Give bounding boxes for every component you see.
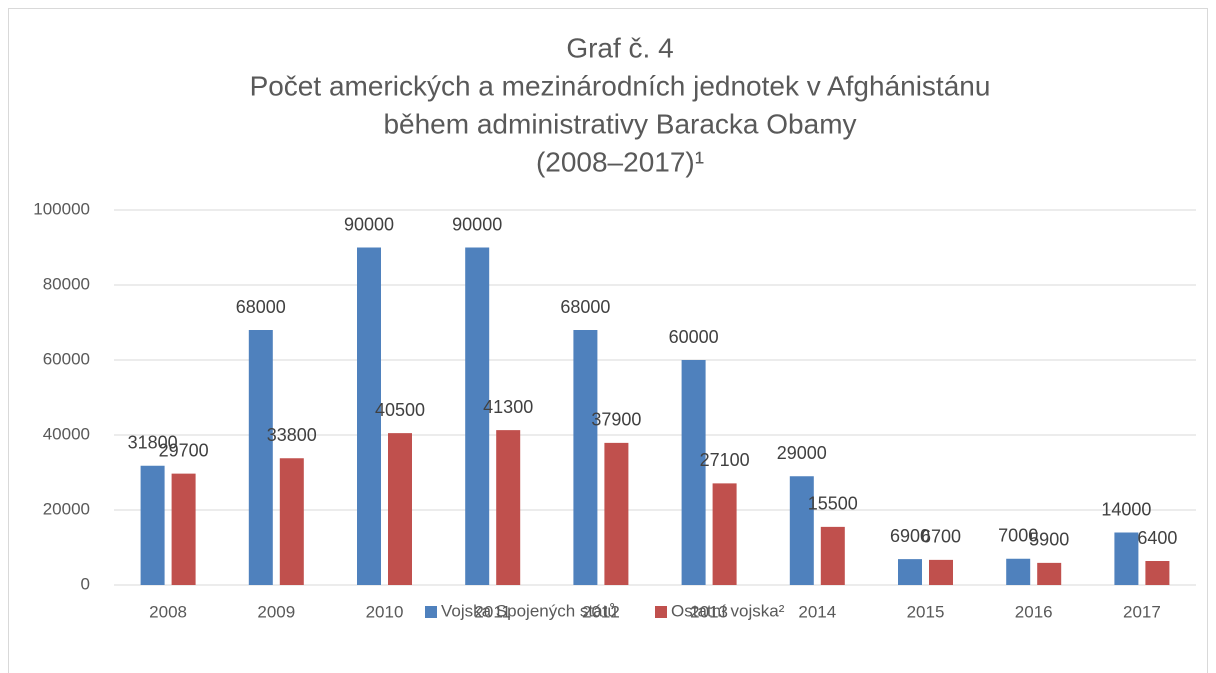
bar — [712, 483, 737, 585]
y-tick-label: 100000 — [33, 199, 90, 218]
x-tick-label: 2011 — [474, 602, 511, 621]
x-tick-label: 2015 — [907, 602, 945, 621]
legend-label: Vojska Spojených států — [441, 601, 617, 620]
x-tick-label: 2012 — [582, 602, 620, 621]
data-label: 41300 — [483, 397, 533, 417]
data-label: 37900 — [591, 410, 641, 430]
bar — [388, 433, 412, 585]
chart-frame — [8, 8, 1208, 673]
data-label: 15500 — [808, 494, 858, 514]
bar — [465, 247, 490, 585]
data-label: 29000 — [777, 443, 827, 463]
data-label: 90000 — [344, 214, 394, 234]
y-tick-label: 0 — [81, 574, 90, 593]
data-label: 6700 — [921, 527, 961, 547]
bar — [1037, 562, 1062, 585]
data-label: 6400 — [1137, 528, 1177, 548]
legend-swatch — [655, 606, 667, 618]
data-label: 31800 — [128, 433, 178, 453]
chart-title: během administrativy Baracka Obamy — [383, 108, 856, 139]
data-label: 90000 — [452, 214, 502, 234]
x-tick-label: 2009 — [257, 602, 295, 621]
x-tick-label: 2016 — [1015, 602, 1053, 621]
data-label: 40500 — [375, 400, 425, 420]
x-tick-label: 2014 — [798, 602, 836, 621]
bar — [604, 442, 629, 585]
chart-title: (2008–2017)¹ — [536, 146, 704, 177]
data-label: 7000 — [998, 526, 1038, 546]
data-label: 27100 — [700, 450, 750, 470]
bar — [1145, 561, 1170, 585]
x-tick-label: 2010 — [366, 602, 404, 621]
bar — [171, 473, 196, 585]
bar — [357, 247, 381, 585]
data-label: 33800 — [267, 425, 317, 445]
x-tick-label: 2017 — [1123, 602, 1161, 621]
data-label: 68000 — [236, 297, 286, 317]
data-label: 14000 — [1101, 499, 1151, 519]
bar — [573, 330, 598, 585]
y-tick-label: 80000 — [43, 274, 90, 293]
data-label: 29700 — [159, 440, 209, 460]
data-label: 6900 — [890, 526, 930, 546]
bar — [496, 430, 521, 585]
x-tick-label: 2013 — [690, 602, 728, 621]
bar — [898, 559, 922, 585]
bar — [140, 465, 165, 585]
chart-title: Graf č. 4 — [566, 32, 673, 63]
bar — [929, 559, 953, 585]
bar — [1114, 532, 1139, 585]
data-label: 5900 — [1029, 530, 1069, 550]
legend-swatch — [425, 606, 437, 618]
chart-title: Počet amerických a mezinárodních jednote… — [250, 70, 991, 101]
bar — [820, 526, 845, 585]
bar — [248, 330, 273, 585]
y-tick-label: 40000 — [43, 424, 90, 443]
y-tick-label: 60000 — [43, 349, 90, 368]
bar — [1006, 558, 1031, 585]
y-tick-label: 20000 — [43, 499, 90, 518]
x-tick-label: 2008 — [149, 602, 187, 621]
data-label: 68000 — [560, 297, 610, 317]
bar — [681, 360, 706, 585]
bar — [279, 458, 304, 585]
bar — [789, 476, 814, 585]
data-label: 60000 — [669, 327, 719, 347]
legend-label: Ostatní vojska² — [671, 601, 785, 620]
